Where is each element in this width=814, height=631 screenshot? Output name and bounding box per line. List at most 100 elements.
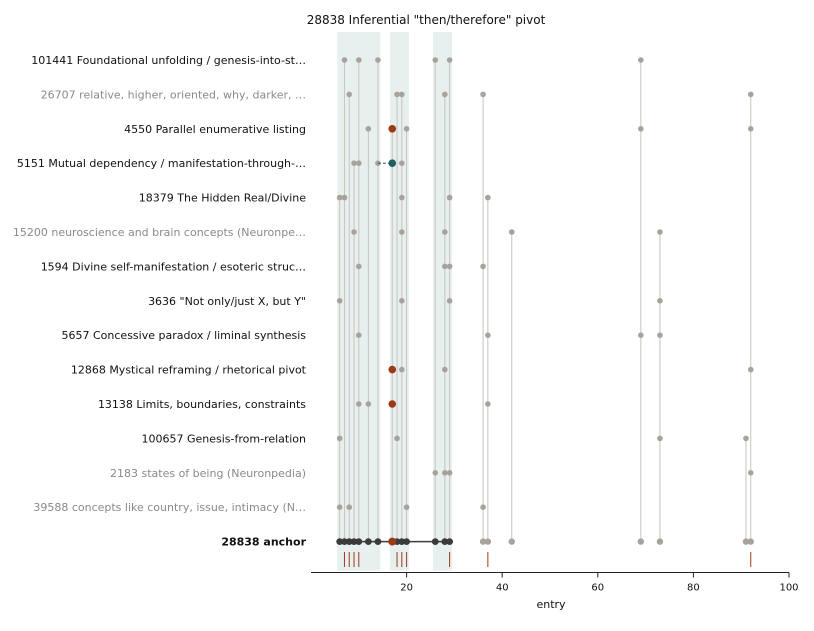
data-point <box>485 401 491 407</box>
data-point <box>432 470 439 476</box>
row-label: 101441 Foundational unfolding / genesis-… <box>31 54 306 67</box>
data-point <box>446 57 453 63</box>
data-point <box>346 504 353 511</box>
data-points <box>336 57 754 567</box>
row-label: 12868 Mystical reframing / rhetorical pi… <box>71 364 307 377</box>
anchor-point <box>350 538 358 545</box>
data-point <box>638 332 644 339</box>
data-point <box>399 91 405 98</box>
anchor-light-point <box>747 538 754 545</box>
data-point <box>356 332 362 339</box>
data-point <box>657 298 663 304</box>
data-point <box>336 194 343 201</box>
x-axis-label: entry <box>536 598 566 611</box>
data-point <box>365 401 372 407</box>
x-tick-label: 60 <box>591 583 604 594</box>
x-axis: 20 40 60 80 100 <box>311 572 799 594</box>
anchor-light-point <box>479 538 487 545</box>
data-point <box>336 298 343 304</box>
data-point <box>399 298 405 304</box>
data-point <box>399 229 405 235</box>
data-point <box>747 126 754 132</box>
data-point <box>743 435 749 442</box>
data-point <box>638 126 644 132</box>
anchor-point <box>398 538 406 545</box>
highlight-point <box>388 125 397 133</box>
row-label: 2183 states of being (Neuronpedia) <box>110 467 306 480</box>
row-label: 3636 "Not only/just X, but Y" <box>148 295 306 308</box>
anchor-point <box>355 538 363 545</box>
data-point <box>356 57 362 63</box>
x-tick-label: 80 <box>687 583 700 594</box>
x-tick-label: 20 <box>400 583 413 594</box>
row-label: 13138 Limits, boundaries, constraints <box>98 398 306 411</box>
data-point <box>446 194 453 201</box>
data-point <box>442 366 448 373</box>
highlight-point <box>388 365 397 374</box>
data-point <box>356 160 362 166</box>
data-point <box>657 435 663 442</box>
row-label: 4550 Parallel enumerative listing <box>124 123 306 136</box>
anchor-light-point <box>484 538 492 545</box>
data-point <box>394 435 400 442</box>
data-point <box>399 194 405 201</box>
data-point <box>485 332 491 339</box>
highlight-band <box>432 32 453 571</box>
anchor-point <box>446 538 454 545</box>
x-tick-label: 40 <box>496 583 509 594</box>
anchor-point <box>374 538 382 545</box>
data-point <box>446 298 453 304</box>
data-point <box>747 91 754 98</box>
data-point <box>399 366 405 373</box>
anchor-highlight-point <box>388 537 397 546</box>
row-label: 15200 neuroscience and brain concepts (N… <box>13 226 306 239</box>
teal-point <box>388 159 397 167</box>
data-point <box>480 504 486 511</box>
data-point <box>336 435 343 442</box>
data-point <box>351 160 357 166</box>
data-point <box>341 57 348 63</box>
data-point <box>442 229 448 235</box>
connector-lines <box>339 60 752 542</box>
anchor-light-point <box>656 538 664 545</box>
data-point <box>747 470 754 476</box>
row-label: 18379 The Hidden Real/Divine <box>139 192 306 205</box>
data-point <box>375 57 381 63</box>
data-point <box>403 504 410 511</box>
data-point <box>747 366 754 373</box>
anchor-point <box>403 538 410 545</box>
data-point <box>485 194 491 201</box>
data-point <box>480 263 486 270</box>
anchor-light-point <box>637 538 645 545</box>
anchor-point <box>341 538 348 545</box>
row-label: 26707 relative, higher, oriented, why, d… <box>41 88 306 101</box>
row-label: 1594 Divine self-manifestation / esoteri… <box>41 260 306 273</box>
data-point <box>508 229 515 235</box>
anchor-light-point <box>742 538 750 545</box>
data-point <box>356 401 362 407</box>
anchor-point <box>345 538 353 545</box>
anchor-label: 28838 anchor <box>221 536 306 549</box>
data-point <box>341 194 348 201</box>
data-point <box>480 91 486 98</box>
data-point <box>403 126 410 132</box>
data-point <box>336 504 343 511</box>
anchor-point <box>441 538 449 545</box>
data-point <box>442 470 448 476</box>
highlight-point <box>388 400 397 408</box>
data-point <box>432 57 439 63</box>
anchor-point <box>431 538 439 545</box>
row-label: 100657 Genesis-from-relation <box>142 432 307 445</box>
data-point <box>346 91 353 98</box>
data-point <box>399 160 405 166</box>
chart-title: 28838 Inferential "then/therefore" pivot <box>307 13 546 27</box>
data-point <box>442 263 448 270</box>
row-label: 5151 Mutual dependency / manifestation-t… <box>17 157 306 170</box>
anchor-light-point <box>508 538 515 545</box>
row-labels: 101441 Foundational unfolding / genesis-… <box>13 54 307 549</box>
data-point <box>442 91 448 98</box>
data-point <box>446 263 453 270</box>
row-label: 5657 Concessive paradox / liminal synthe… <box>62 329 307 342</box>
